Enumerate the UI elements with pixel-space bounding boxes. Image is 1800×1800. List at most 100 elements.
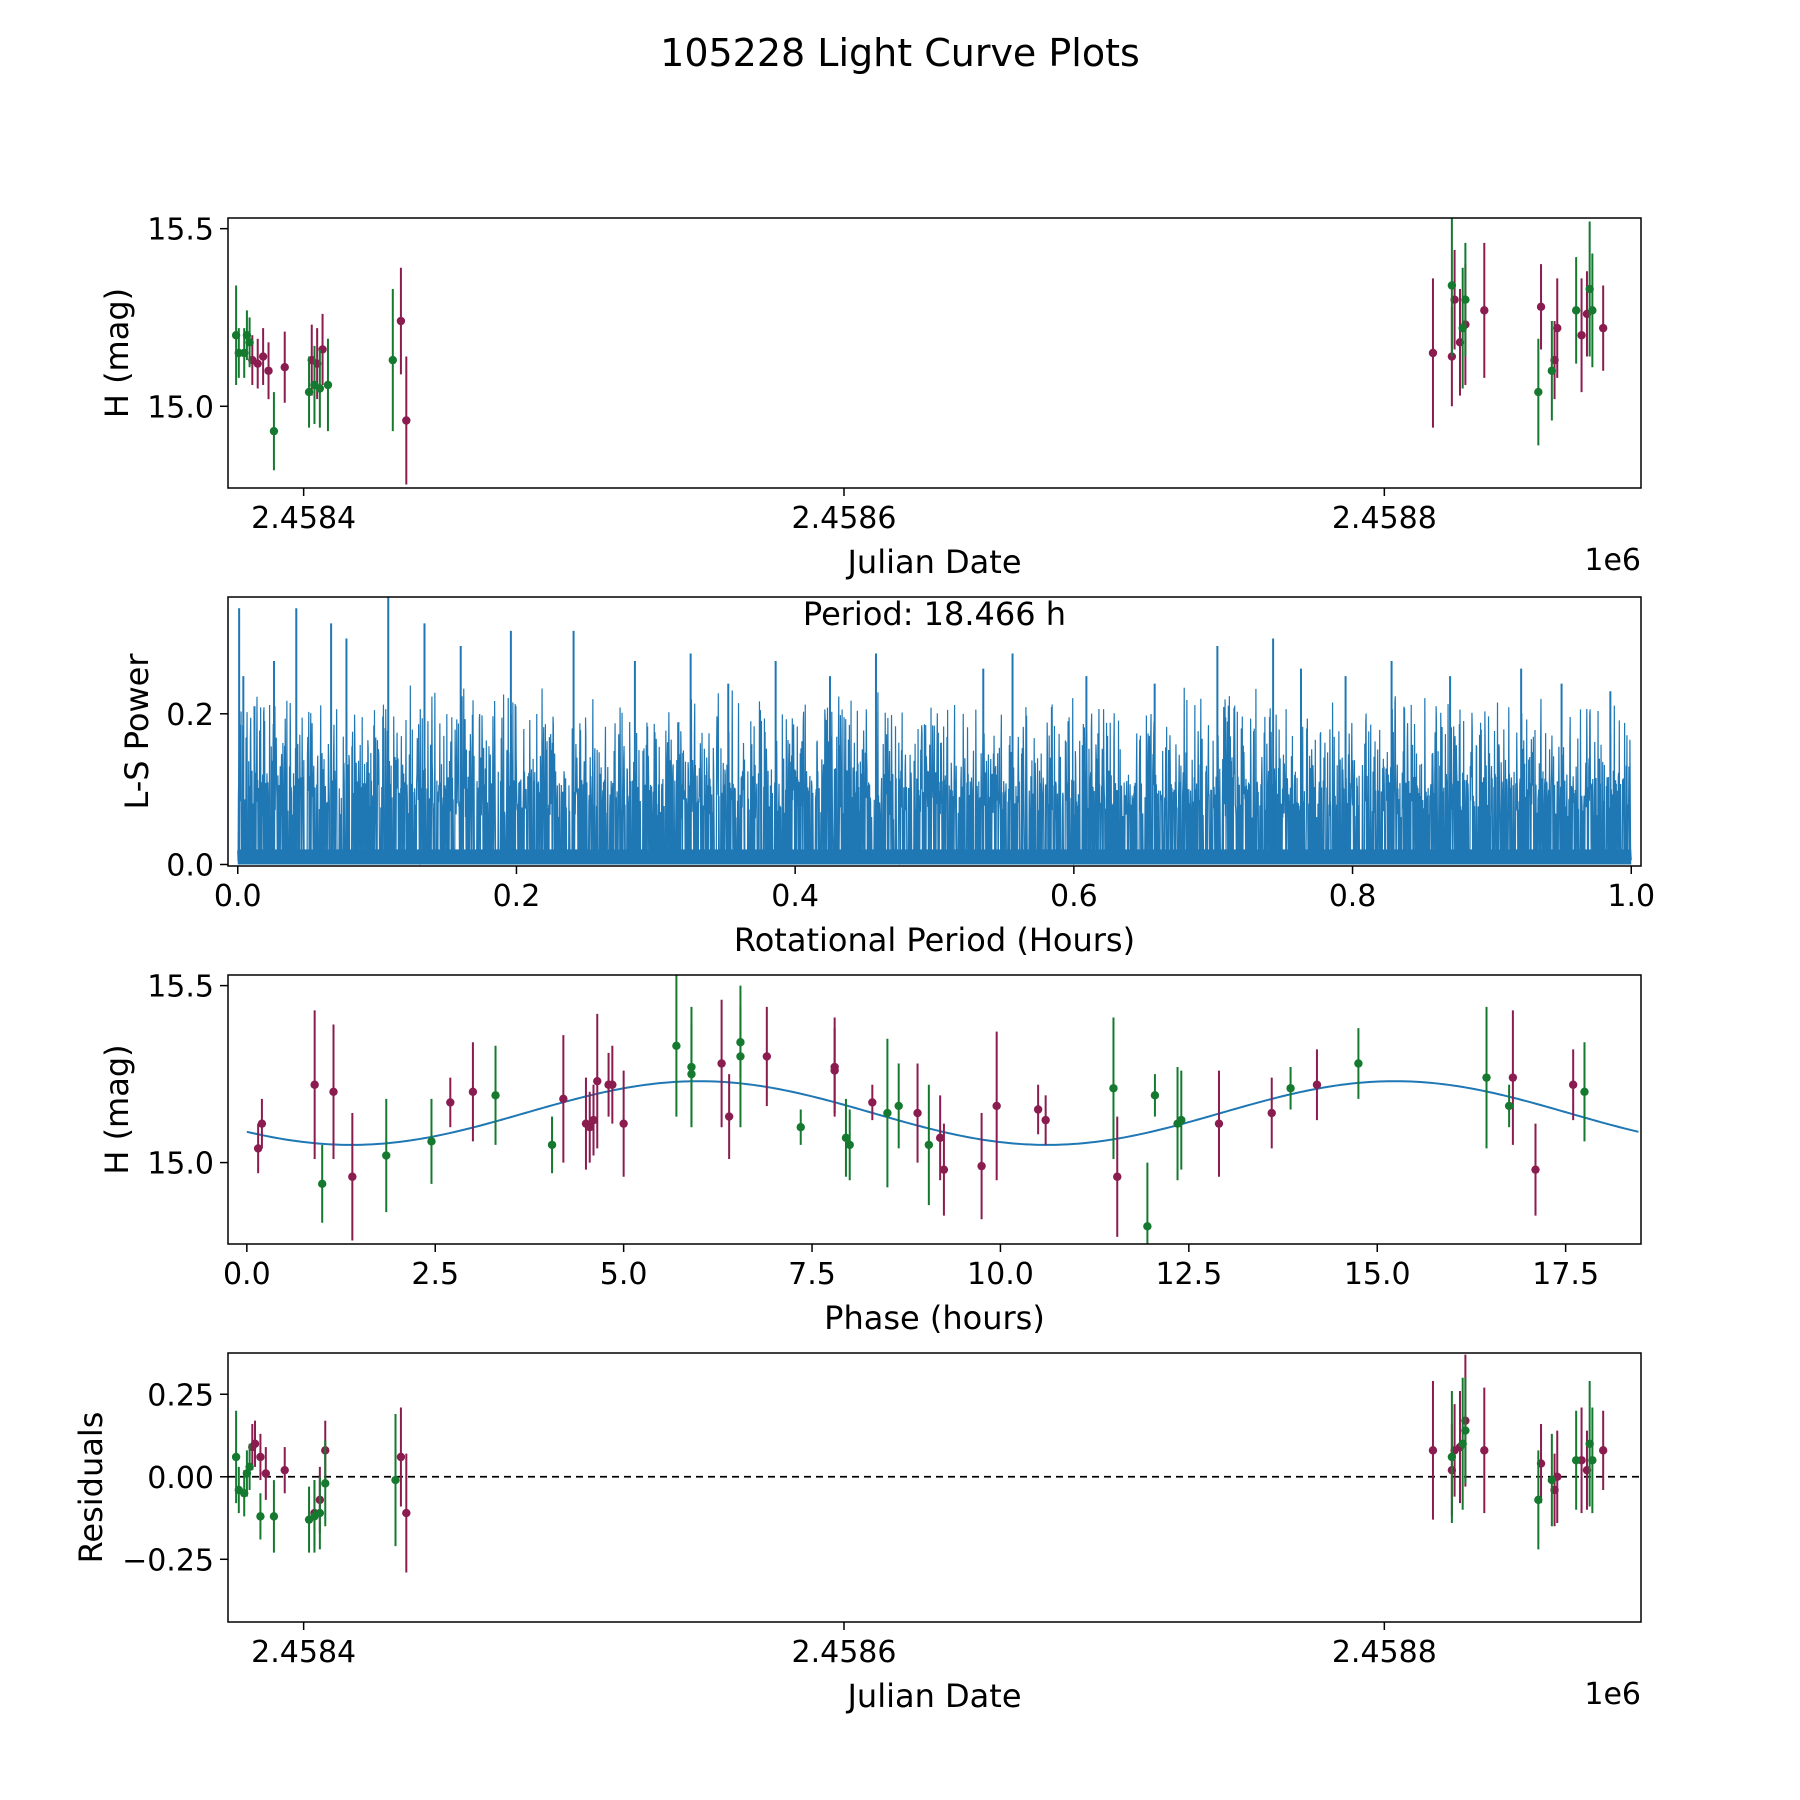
phase-data-point	[1286, 1084, 1295, 1093]
phase-folded-ticks: 0.0 2.5 5.0 7.5 10.0 12.5 15.0 17.5 15.0 15.5	[147, 970, 1599, 1292]
raw-data-point	[1428, 348, 1438, 358]
raw-data-point	[1571, 306, 1581, 315]
periodogram-base-fill	[237, 849, 1632, 865]
phase-xtick-label: 12.5	[1155, 1257, 1222, 1292]
raw-data-point	[1588, 306, 1597, 315]
phase-xtick-label: 5.0	[600, 1257, 648, 1292]
phase-data-point	[446, 1098, 455, 1107]
phase-data-point	[1177, 1115, 1186, 1125]
residuals-data-point	[1428, 1446, 1438, 1455]
phase-folded-panel: 0.0 2.5 5.0 7.5 10.0 12.5 15.0 17.5 15.0 15.5 Pha…	[98, 970, 1642, 1337]
phase-data-point	[687, 1069, 696, 1079]
phase-data-point	[1531, 1165, 1540, 1174]
residuals-ticks: 2.45842.45862.45882.45902.45920.250.00−0…	[122, 1378, 1437, 1670]
phase-data-point	[924, 1140, 934, 1150]
phase-data-point	[1033, 1105, 1043, 1114]
periodogram-power-line	[237, 685, 1632, 866]
residuals-errorbar-group	[231, 1354, 1608, 1573]
phase-data-point	[585, 1122, 594, 1132]
residuals-offset-label: 1e6	[1584, 1677, 1641, 1712]
periodogram-xtick-label: 0.2	[493, 879, 541, 914]
residuals-xlabel: Julian Date	[845, 1677, 1021, 1715]
raw-data-point	[304, 387, 314, 397]
residuals-data-point	[256, 1512, 265, 1521]
raw-data-point	[402, 416, 411, 425]
phase-data-point	[913, 1108, 922, 1118]
residuals-xtick-label: 2.4586	[792, 1635, 897, 1670]
residuals-ytick-label: 0.25	[147, 1378, 214, 1413]
phase-xtick-label: 2.5	[411, 1257, 459, 1292]
phase-data-point	[253, 1144, 263, 1153]
phase-data-point	[348, 1172, 357, 1181]
phase-data-point	[1568, 1080, 1578, 1089]
raw-data-point	[1534, 387, 1543, 397]
raw-data-point	[280, 363, 289, 372]
raw-lightcurve-marks	[231, 218, 1608, 485]
residuals-data-point	[1547, 1475, 1557, 1485]
phase-errorbar-group	[253, 975, 1589, 1244]
phase-data-point	[935, 1133, 945, 1143]
phase-data-point	[1312, 1080, 1322, 1089]
figure-title: 105228 Light Curve Plots	[660, 31, 1140, 75]
raw-lightcurve-ylabel: H (mag)	[98, 288, 136, 418]
raw-data-point	[323, 380, 333, 390]
raw-data-point	[245, 338, 254, 347]
raw-data-point	[396, 316, 406, 326]
phase-data-point	[491, 1091, 500, 1100]
periodogram-xtick-label: 0.6	[1050, 879, 1098, 914]
residuals-data-point	[250, 1439, 260, 1448]
periodogram-panel: 0.0 0.2 0.4 0.6 0.8 1.0 0.0 0.2 Rotational Peri…	[118, 595, 1655, 959]
raw-xtick-label: 2.4586	[792, 501, 897, 536]
phase-ytick-label: 15.5	[147, 970, 214, 1005]
raw-data-point	[388, 355, 398, 365]
raw-ytick-label: 15.5	[147, 213, 214, 248]
phase-data-point	[427, 1137, 436, 1146]
phase-folded-xlabel: Phase (hours)	[824, 1299, 1045, 1337]
raw-data-point	[269, 426, 279, 436]
residuals-data-point	[402, 1508, 411, 1518]
residuals-axes-frame	[227, 1352, 1642, 1623]
raw-data-point	[1577, 331, 1586, 340]
phase-data-point	[619, 1119, 628, 1128]
raw-data-point	[264, 366, 273, 375]
raw-lightcurve-xlabel: Julian Date	[845, 543, 1021, 581]
phase-data-point	[1482, 1073, 1491, 1082]
phase-data-point	[593, 1076, 602, 1086]
phase-data-point	[796, 1122, 805, 1132]
phase-data-point	[724, 1112, 734, 1121]
raw-lightcurve-axes-frame	[227, 217, 1642, 489]
periodogram-ytick-label: 0.2	[166, 698, 214, 733]
residuals-ytick-label: −0.25	[122, 1543, 214, 1578]
phase-folded-marks	[246, 975, 1639, 1244]
residuals-data-point	[1480, 1446, 1489, 1455]
periodogram-xtick-label: 0.4	[771, 879, 819, 914]
phase-data-point	[841, 1133, 851, 1143]
phase-xtick-label: 0.0	[223, 1257, 271, 1292]
phase-data-point	[1041, 1115, 1050, 1125]
periodogram-xtick-label: 0.8	[1329, 879, 1377, 914]
phase-data-point	[830, 1066, 839, 1075]
raw-data-point	[1598, 323, 1608, 333]
phase-data-point	[310, 1080, 319, 1089]
raw-data-point	[315, 384, 325, 393]
raw-data-point	[258, 352, 268, 361]
periodogram-ticks: 0.0 0.2 0.4 0.6 0.8 1.0 0.0 0.2	[166, 698, 1655, 914]
phase-data-point	[1109, 1084, 1118, 1093]
periodogram-peaks	[238, 597, 1612, 865]
phase-data-point	[257, 1119, 267, 1128]
periodogram-ytick-label: 0.0	[166, 848, 214, 883]
residuals-data-point	[280, 1465, 289, 1475]
residuals-panel: 2.45842.45862.45882.45902.45920.250.00−0…	[72, 1352, 1642, 1715]
residuals-data-point	[396, 1452, 406, 1462]
periodogram-axes-frame	[227, 596, 1642, 867]
phase-data-point	[318, 1179, 327, 1189]
phase-data-point	[1508, 1073, 1518, 1082]
phase-data-point	[717, 1059, 726, 1068]
residuals-data-point	[391, 1475, 400, 1485]
phase-data-point	[762, 1052, 772, 1061]
raw-xtick-label: 2.4588	[1332, 501, 1437, 536]
periodogram-marks	[237, 597, 1632, 866]
phase-xtick-label: 7.5	[788, 1257, 836, 1292]
